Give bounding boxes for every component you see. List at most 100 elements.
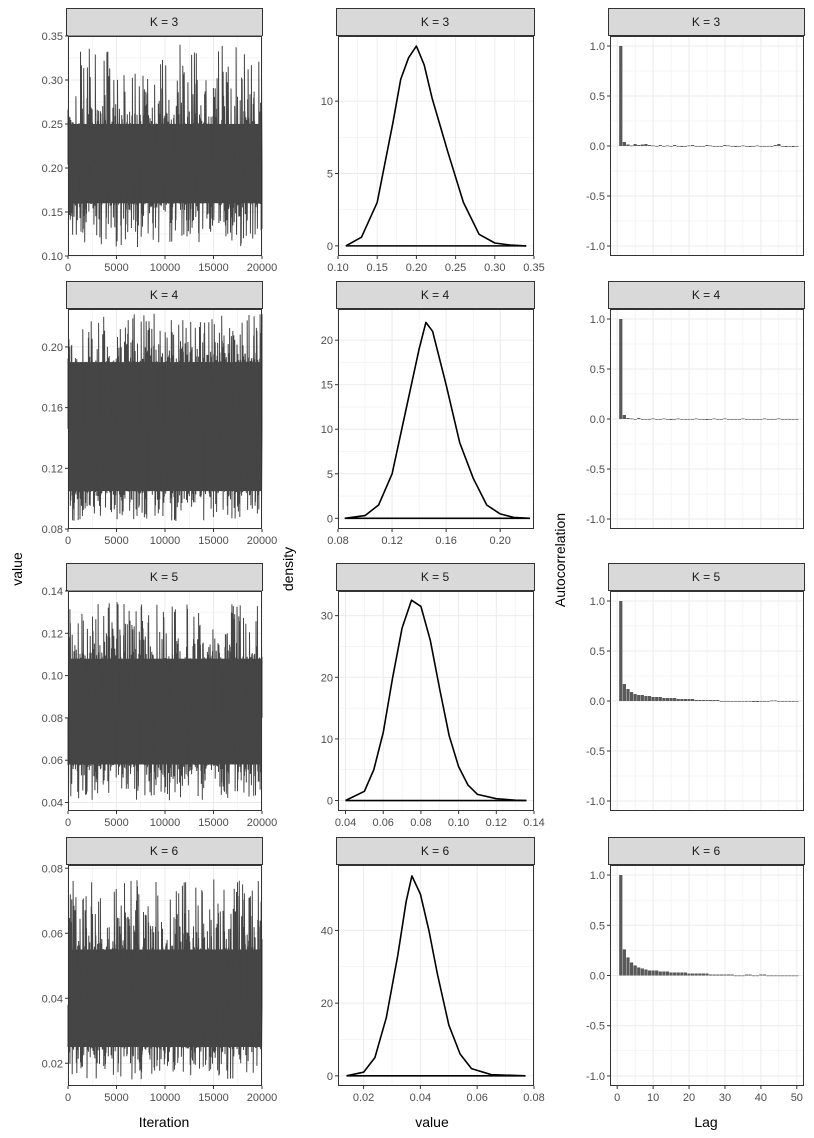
acf-bar — [784, 146, 788, 147]
facet-label: K = 6 — [692, 844, 721, 858]
acf-bar — [719, 701, 723, 702]
acf-bar — [708, 974, 713, 976]
trace-line — [67, 602, 263, 801]
acf-bar — [665, 971, 670, 976]
acf-bar — [755, 975, 759, 977]
trace-line — [67, 313, 263, 522]
acf-bar — [698, 146, 702, 147]
acf-bar — [795, 419, 799, 420]
acf-bar — [701, 146, 706, 147]
density-curve — [344, 321, 530, 520]
panel-density-k6: K = 6 0 20 40 0.02 0.04 0.06 0.08 — [321, 837, 545, 1104]
density-curve — [345, 45, 527, 247]
y-tick-label: 40 — [321, 925, 333, 937]
acf-bar — [626, 418, 630, 419]
acf-bar — [662, 146, 666, 147]
acf-bar — [791, 146, 795, 147]
acf-bars — [619, 319, 799, 420]
acf-bar — [777, 144, 781, 146]
x-tick-label: 0.14 — [523, 817, 544, 829]
acf-bar — [719, 146, 723, 147]
acf-bar — [773, 145, 777, 146]
acf-bar — [626, 957, 630, 976]
acf-bar — [730, 146, 734, 147]
y-axis: 0.08 0.12 0.16 0.20 — [42, 342, 68, 536]
facet-label: K = 4 — [421, 288, 450, 302]
y-tick-label: 0.06 — [42, 755, 63, 767]
panel-border — [610, 309, 804, 529]
trace-series — [67, 313, 263, 522]
acf-bar — [673, 972, 677, 976]
y-tick-label: 0.04 — [42, 798, 63, 810]
acf-bar — [730, 701, 734, 702]
acf-bar — [701, 700, 706, 701]
x-tick-label: 0.15 — [366, 262, 387, 274]
acf-bars — [619, 875, 799, 977]
y-tick-label: 0 — [327, 1071, 333, 1083]
acf-bar — [770, 146, 774, 147]
acf-bar — [651, 697, 655, 701]
panel-border — [68, 591, 262, 811]
acf-bar — [705, 973, 709, 976]
x-tick-label: 20000 — [247, 535, 278, 547]
facet-strip — [66, 563, 263, 591]
acf-bar — [691, 699, 695, 701]
acf-bar — [701, 973, 706, 976]
acf-bar — [716, 974, 720, 976]
acf-bar — [619, 875, 623, 976]
acf-bar — [744, 974, 749, 976]
acf-bar — [629, 692, 634, 701]
y-tick-label: 0.20 — [42, 163, 63, 175]
acf-bar — [744, 701, 749, 702]
trace-series — [67, 44, 263, 248]
y-tick-label: 0.14 — [42, 586, 63, 598]
acf-bar — [777, 418, 781, 420]
y-tick-label: 0.5 — [590, 91, 605, 103]
facet-strip — [608, 837, 805, 865]
acf-bar — [712, 146, 716, 147]
acf-bar — [687, 973, 691, 976]
acf-bar — [665, 698, 670, 701]
facet-label: K = 3 — [421, 15, 450, 29]
acf-bar — [619, 601, 623, 701]
panel-border — [338, 865, 534, 1086]
acf-bar — [644, 419, 648, 420]
panel-trace-k4: K = 4 0.08 0.12 0.16 0.20 0 5000 10000 15000 2000… — [42, 281, 278, 547]
acf-bar — [734, 419, 738, 420]
y-tick-label: 0.35 — [42, 31, 63, 43]
facet-strip — [66, 837, 263, 865]
y-tick-label: 5 — [327, 469, 333, 481]
panel-trace-k5: K = 5 0.04 0.06 0.08 0.10 0.12 0.14 0 5000 10000 1… — [42, 563, 278, 829]
acf-bar — [629, 418, 634, 420]
y-tick-label: 0.08 — [42, 713, 63, 725]
panel-trace-k3: K = 3 0.10 0.15 0.20 0.25 0.30 0.35 0 5000 10000 1… — [42, 8, 277, 274]
acf-bar — [788, 146, 792, 147]
y-tick-label: 20 — [321, 335, 333, 347]
x-tick-label: 20000 — [247, 817, 278, 829]
acf-bar — [712, 974, 716, 976]
acf-bar — [658, 971, 662, 976]
y-axis: 0 5 10 15 20 — [321, 335, 338, 525]
panel-border — [338, 36, 534, 256]
acf-bar — [662, 418, 666, 420]
acf-bar — [788, 419, 792, 420]
acf-bar — [680, 419, 684, 420]
x-tick-label: 0.35 — [523, 262, 544, 274]
y-tick-label: 0.25 — [42, 119, 63, 131]
acf-bar — [726, 145, 731, 147]
acf-bar — [737, 419, 741, 420]
y-tick-label: 15 — [321, 380, 333, 392]
acf-bar — [655, 419, 659, 420]
x-axis: 0 10 20 30 40 50 — [614, 1086, 803, 1104]
acf-bar — [647, 145, 652, 146]
acf-bar — [622, 415, 626, 419]
y-tick-label: -0.5 — [586, 746, 605, 758]
x-tick-label: 10 — [647, 1092, 659, 1104]
y-tick-label: 1.0 — [590, 41, 605, 53]
acf-bar — [766, 701, 770, 702]
acf-bar — [780, 419, 785, 420]
y-tick-label: 0.16 — [42, 403, 63, 415]
x-tick-label: 0.20 — [406, 262, 427, 274]
acf-bar — [673, 145, 677, 146]
acf-bar — [770, 975, 774, 977]
